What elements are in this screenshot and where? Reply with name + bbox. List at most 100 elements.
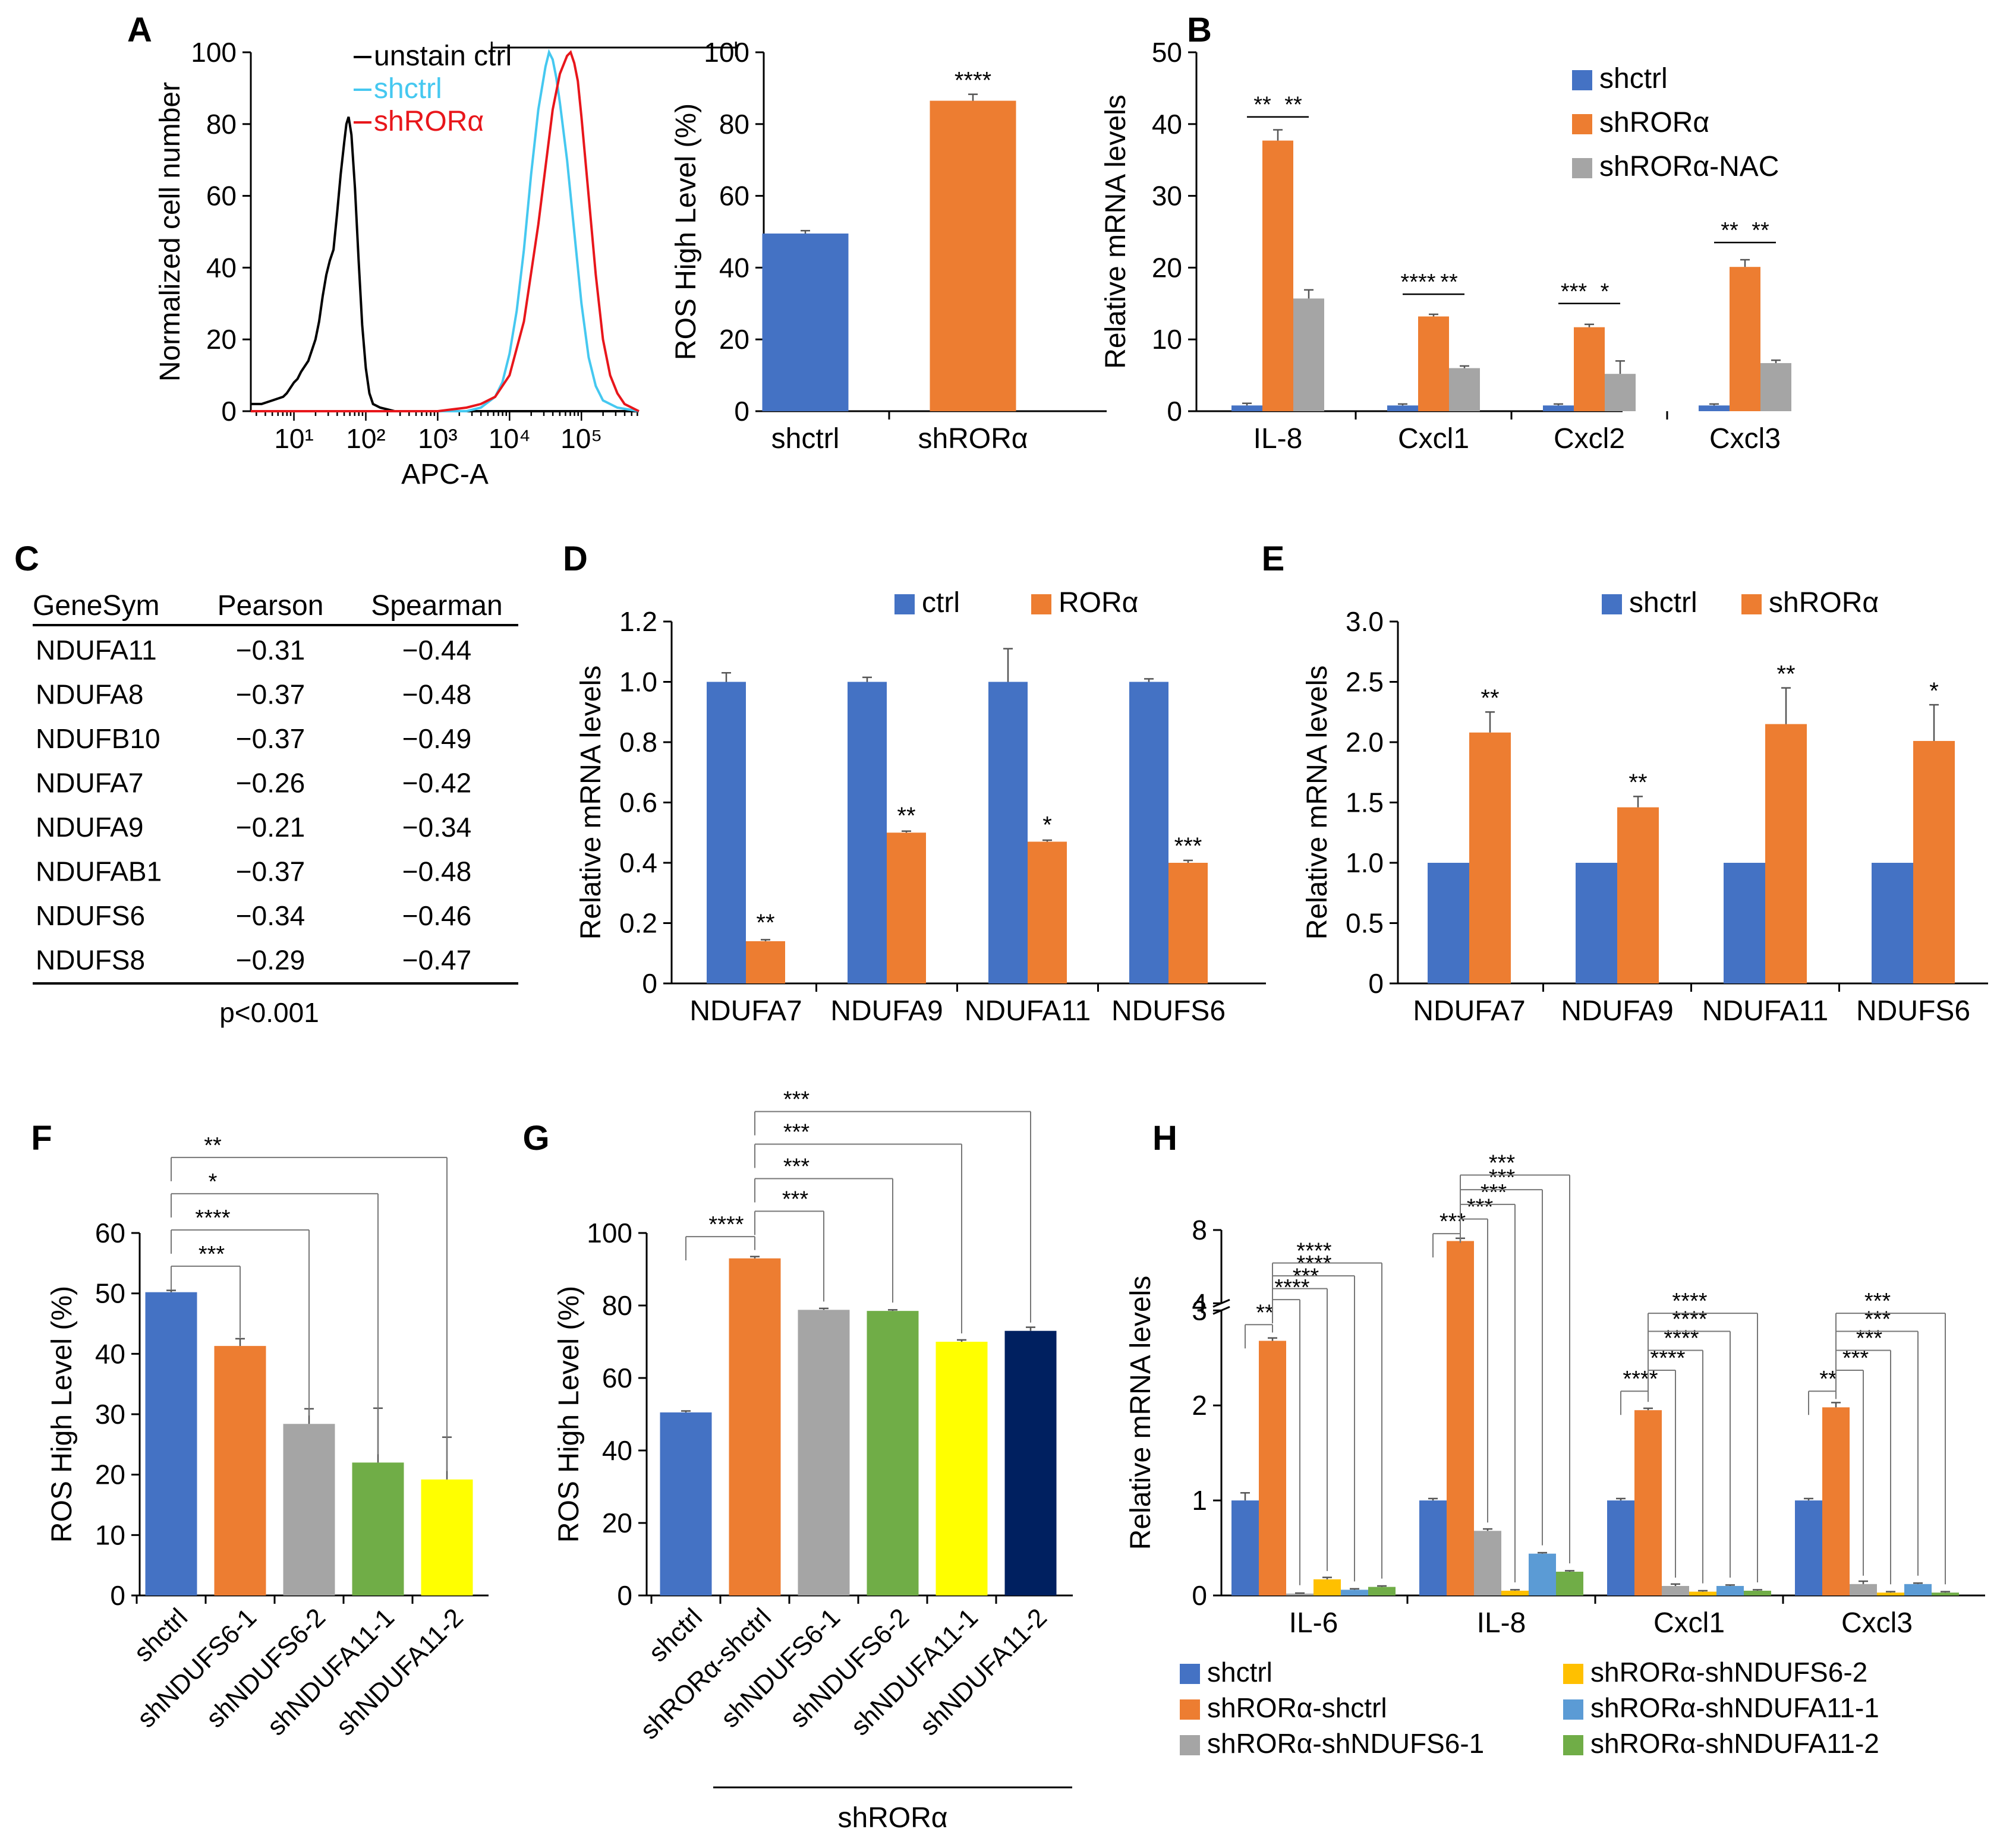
table-cell: NDUFA7 [36,768,143,799]
x-tick-label: shNDUFS6-2 [784,1603,915,1733]
x-tick-label: shNDUFS6-1 [131,1603,262,1733]
bar-e-0-0 [1428,863,1469,983]
bracket-label: ** [1253,93,1271,118]
bracket-label: **** [708,1212,744,1237]
legend-label: shRORα-NAC [1599,151,1779,182]
y-tick-label: 40 [206,252,237,283]
bracket-label: *** [1467,1195,1494,1220]
x-tick-label: Cxcl1 [1653,1607,1725,1639]
bar-g-5-5 [1004,1330,1057,1595]
y-tick-label: 0 [110,1580,125,1611]
y-tick-label: 2 [1192,1390,1207,1421]
x-tick-label: shNDUFS6-2 [200,1603,331,1733]
bar-b-1-0 [1387,405,1418,411]
bar-b-1-1 [1418,316,1449,411]
significance-label: ** [1481,685,1499,711]
bar-d-1-1 [887,832,926,983]
bar-a2-0-0 [762,234,849,411]
panel-letter-a: A [127,11,152,49]
bar-b-3-1 [1730,267,1760,411]
panel-letter-e: E [1262,540,1285,578]
bar-g-3-3 [867,1311,919,1595]
bar-b-0-1 [1262,140,1293,412]
y-tick-label: 20 [1152,252,1182,283]
y-axis-title: Relative mRNA levels [1302,666,1333,939]
y-tick-label: 80 [206,109,237,140]
significance-label: * [1929,678,1939,704]
y-tick-label: 100 [587,1218,632,1248]
y-tick-label: 0.4 [619,847,657,878]
bracket-label: *** [1440,1209,1466,1234]
bracket-label: *** [199,1242,225,1267]
bar-a2-1-1 [930,100,1016,412]
x-tick-label: 10⁴ [489,423,531,454]
legend-label: shctrl [1207,1657,1272,1688]
legend-swatch [1563,1699,1583,1720]
x-axis-title: APC-A [401,459,489,490]
x-tick-label: 10³ [418,423,457,454]
y-tick-label: 8 [1192,1215,1207,1245]
bar-h-2-3 [1689,1591,1716,1595]
y-tick-label: 20 [719,324,749,355]
y-axis-title: ROS High Level (%) [46,1286,78,1543]
significance-label: ** [1629,770,1647,796]
table-header: GeneSym [33,590,159,622]
chart-b: 0 10 20 30 40 50 Relative mRNA levels IL-8 Cxcl1… [1100,37,1791,455]
bar-h-1-4 [1529,1553,1556,1595]
legend-b: shctrl shRORα shRORα-NAC [1572,63,1779,182]
x-tick-label: shctrl [643,1603,708,1667]
table-cell: −0.21 [236,812,305,843]
bracket-label: *** [1856,1326,1883,1351]
bar-h-2-1 [1634,1410,1662,1595]
bracket-label: *** [1864,1289,1891,1314]
y-axis-title: Relative mRNA levels [575,666,607,939]
legend-swatch [1572,70,1592,90]
panel-letter-c: C [14,540,39,578]
bar-h-3-3 [1877,1592,1904,1595]
bracket-label: ** [1284,93,1302,118]
y-tick-label: 1.0 [1346,847,1384,878]
legend-label: shRORα-shNDUFA11-1 [1590,1692,1879,1723]
bar-h-2-0 [1607,1500,1634,1595]
legend-label: shRORα-shNDUFS6-2 [1590,1657,1867,1688]
significance-label: ** [897,803,915,829]
bar-e-2-1 [1765,724,1807,983]
bar-f-0-0 [145,1292,197,1595]
bracket-label: *** [1489,1151,1516,1176]
bar-d-0-1 [746,941,785,983]
bracket-label: *** [783,1087,810,1112]
bar-d-1-0 [848,682,887,983]
y-tick-label: 2.0 [1346,727,1384,758]
legend-swatch [1741,594,1762,614]
x-tick-label: 10² [346,423,385,454]
bar-e-0-1 [1469,732,1511,983]
y-axis-title: ROS High Level (%) [553,1286,585,1543]
y-axis-title: ROS High Level (%) [670,103,702,360]
panel-letter-d: D [563,540,588,578]
y-tick-label: 0.2 [619,908,657,939]
legend-label: shctrl [1599,63,1668,94]
chart-a2: 0 20 40 60 80 100 ROS High Level (%) shctrl shRO… [670,37,1107,455]
bar-f-3-3 [352,1462,404,1595]
y-tick-label: 0 [642,968,657,999]
bar-h-0-3 [1314,1579,1341,1595]
x-tick-label: Cxcl1 [1398,423,1469,455]
legend-label: shctrl [374,73,442,105]
y-tick-label: 50 [1152,37,1182,68]
table-cell: −0.48 [402,856,471,887]
legend-swatch [1180,1699,1200,1720]
legend-label: shRORα-shNDUFA11-2 [1590,1728,1879,1759]
legend-e: shctrl shRORα [1602,587,1879,619]
bar-b-2-0 [1543,405,1574,411]
table-header: Spearman [371,590,502,622]
table-cell: −0.37 [236,679,305,710]
table-cell: NDUFS8 [36,945,145,976]
y-axis-title: Relative mRNA levels [1100,94,1132,368]
y-tick-label: 20 [206,324,237,355]
legend-swatch [1180,1664,1200,1684]
y-tick-label: 60 [719,181,749,212]
table-cell: −0.47 [402,945,471,976]
bar-h-3-2 [1850,1584,1877,1595]
